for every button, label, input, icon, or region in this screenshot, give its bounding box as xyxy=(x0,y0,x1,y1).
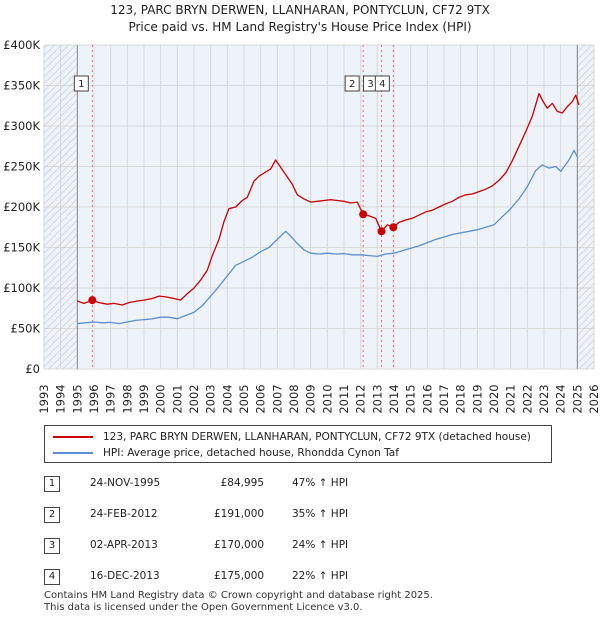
sale-number-badge: 1 xyxy=(44,476,60,492)
x-tick-label: 2005 xyxy=(237,384,251,413)
legend-item-hpi: HPI: Average price, detached house, Rhon… xyxy=(53,445,399,461)
x-tick-label: 2011 xyxy=(337,384,351,413)
table-row: 2 24-FEB-2012 £191,000 35% ↑ HPI xyxy=(44,503,464,527)
y-tick-label: £250K xyxy=(3,160,40,174)
x-tick-label: 2007 xyxy=(270,384,284,413)
x-tick-label: 1999 xyxy=(137,384,151,413)
x-tick-label: 2026 xyxy=(587,384,600,413)
x-tick-label: 2003 xyxy=(204,384,218,413)
y-tick-label: £300K xyxy=(3,119,40,133)
chart-subtitle: Price paid vs. HM Land Registry's House … xyxy=(128,20,471,34)
hatched-region xyxy=(44,45,78,369)
legend-swatch-red xyxy=(53,436,93,438)
y-tick-label: £350K xyxy=(3,79,40,93)
x-tick-label: 2023 xyxy=(537,384,551,413)
sale-number-badge: 4 xyxy=(44,569,60,585)
price-paid-series-line xyxy=(77,92,580,306)
y-tick-label: £400K xyxy=(3,38,40,52)
x-tick-label: 1998 xyxy=(120,384,134,413)
hpi-series-line xyxy=(77,149,578,325)
x-tick-label: 2022 xyxy=(520,384,534,413)
x-tick-label: 1993 xyxy=(37,384,51,413)
y-tick-label: £50K xyxy=(11,322,41,336)
sale-number-box xyxy=(374,75,390,92)
sale-number-label: 1 xyxy=(78,79,84,90)
x-tick-label: 2014 xyxy=(387,384,401,413)
sale-hpi-change: 24% ↑ HPI xyxy=(292,539,349,551)
sale-date: 16-DEC-2013 xyxy=(90,570,160,582)
legend-item-price-paid: 123, PARC BRYN DERWEN, LLANHARAN, PONTYC… xyxy=(53,429,531,445)
sale-price: £170,000 xyxy=(214,539,265,551)
x-tick-label: 2024 xyxy=(554,384,568,413)
sale-hpi-change: 35% ↑ HPI xyxy=(292,508,349,520)
sale-date: 02-APR-2013 xyxy=(90,539,158,551)
chart-title: 123, PARC BRYN DERWEN, LLANHARAN, PONTYC… xyxy=(110,3,490,17)
sale-number-badge: 3 xyxy=(44,538,60,554)
hatched-region xyxy=(577,45,594,369)
sale-point xyxy=(377,227,386,236)
sale-point xyxy=(88,296,97,305)
x-tick-label: 1994 xyxy=(54,384,68,413)
y-tick-label: £150K xyxy=(3,241,40,255)
footer-line-licence: This data is licensed under the Open Gov… xyxy=(44,602,363,613)
x-tick-label: 1995 xyxy=(70,384,84,413)
x-tick-label: 2006 xyxy=(254,384,268,413)
legend: 123, PARC BRYN DERWEN, LLANHARAN, PONTYC… xyxy=(44,425,552,463)
y-tick-label: £100K xyxy=(3,281,40,295)
x-tick-label: 2018 xyxy=(454,384,468,413)
table-row: 4 16-DEC-2013 £175,000 22% ↑ HPI xyxy=(44,565,464,589)
x-tick-label: 1996 xyxy=(87,384,101,413)
sale-number-label: 4 xyxy=(379,79,385,90)
sale-point xyxy=(359,210,368,219)
sale-number-badge: 2 xyxy=(44,507,60,523)
footer-attribution: Contains HM Land Registry data © Crown c… xyxy=(44,590,433,614)
x-tick-label: 2000 xyxy=(154,384,168,413)
x-tick-label: 2019 xyxy=(470,384,484,413)
legend-swatch-blue xyxy=(53,452,93,454)
sale-point xyxy=(389,223,398,232)
sale-hpi-change: 22% ↑ HPI xyxy=(292,570,349,582)
sale-date: 24-NOV-1995 xyxy=(90,477,161,489)
sale-hpi-change: 47% ↑ HPI xyxy=(292,477,349,489)
x-tick-label: 2008 xyxy=(287,384,301,413)
sale-price: £175,000 xyxy=(214,570,265,582)
y-tick-label: £200K xyxy=(3,200,40,214)
x-tick-label: 2002 xyxy=(187,384,201,413)
sale-number-box xyxy=(344,75,360,92)
x-tick-label: 2012 xyxy=(354,384,368,413)
x-tick-label: 1997 xyxy=(104,384,118,413)
sale-date: 24-FEB-2012 xyxy=(90,508,158,520)
x-tick-label: 2013 xyxy=(370,384,384,413)
x-tick-label: 2009 xyxy=(304,384,318,413)
x-tick-label: 2016 xyxy=(420,384,434,413)
x-tick-label: 2017 xyxy=(437,384,451,413)
legend-label-price-paid: 123, PARC BRYN DERWEN, LLANHARAN, PONTYC… xyxy=(103,431,531,443)
price-chart: 123, PARC BRYN DERWEN, LLANHARAN, PONTYC… xyxy=(3,3,600,414)
x-tick-label: 2004 xyxy=(220,384,234,413)
y-tick-label: £0 xyxy=(25,362,40,376)
table-row: 3 02-APR-2013 £170,000 24% ↑ HPI xyxy=(44,534,464,558)
x-tick-label: 2001 xyxy=(170,384,184,413)
x-tick-label: 2015 xyxy=(404,384,418,413)
sale-price: £191,000 xyxy=(214,508,265,520)
x-tick-label: 2020 xyxy=(487,384,501,413)
x-tick-label: 2025 xyxy=(570,384,584,413)
sale-number-label: 2 xyxy=(349,79,355,90)
x-tick-label: 2010 xyxy=(320,384,334,413)
sale-number-box xyxy=(73,75,89,92)
sale-number-label: 3 xyxy=(367,79,373,90)
table-row: 1 24-NOV-1995 £84,995 47% ↑ HPI xyxy=(44,472,464,496)
legend-label-hpi: HPI: Average price, detached house, Rhon… xyxy=(103,447,399,459)
footer-line-copyright: Contains HM Land Registry data © Crown c… xyxy=(44,590,433,601)
x-tick-label: 2021 xyxy=(504,384,518,413)
sale-price: £84,995 xyxy=(220,477,264,489)
